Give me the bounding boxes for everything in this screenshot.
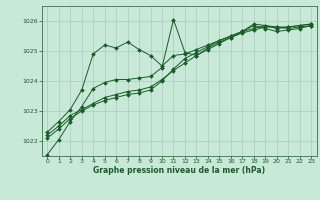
X-axis label: Graphe pression niveau de la mer (hPa): Graphe pression niveau de la mer (hPa) <box>93 166 265 175</box>
